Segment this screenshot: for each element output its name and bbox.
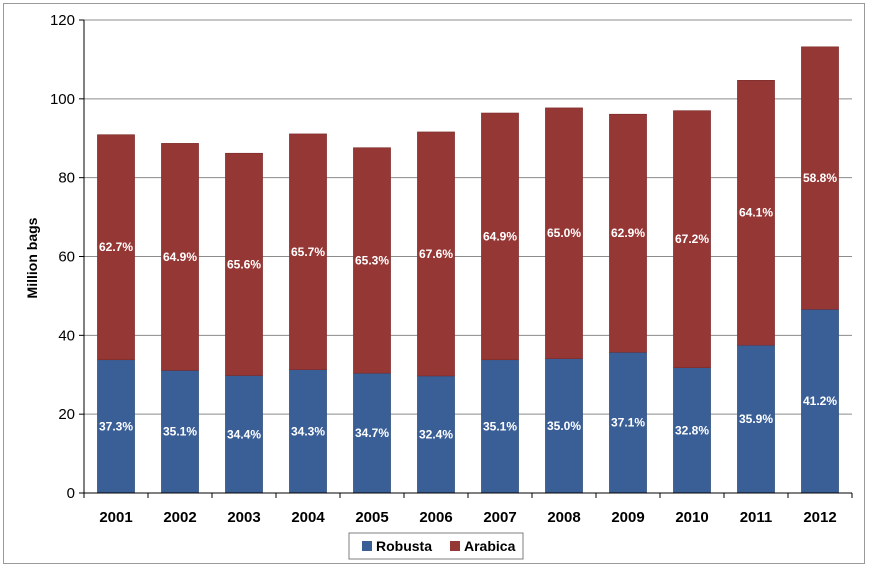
bar-robusta-2007	[481, 359, 519, 494]
bar-robusta-2004	[289, 369, 327, 494]
x-tick-label-2003: 2003	[227, 509, 260, 526]
y-tick-label-0: 0	[67, 485, 75, 502]
data-label-arabica-2010: 67.2%	[675, 232, 709, 246]
data-label-arabica-2009: 62.9%	[611, 226, 645, 240]
y-tick-label-120: 120	[50, 12, 75, 29]
x-tick-label-2004: 2004	[291, 509, 325, 526]
data-label-robusta-2009: 37.1%	[611, 416, 645, 430]
x-tick-label-2008: 2008	[547, 509, 580, 526]
bar-robusta-2001	[97, 359, 135, 494]
bar-arabica-2004	[289, 133, 327, 370]
y-tick-label-60: 60	[58, 249, 75, 266]
x-tick-label-2001: 2001	[99, 509, 132, 526]
data-label-arabica-2005: 65.3%	[355, 253, 389, 267]
x-tick-label-2002: 2002	[163, 509, 196, 526]
x-tick-label-2007: 2007	[483, 509, 516, 526]
legend: Robusta Arabica	[348, 532, 524, 560]
legend-box	[348, 532, 524, 560]
data-label-robusta-2011: 35.9%	[739, 412, 773, 426]
bar-arabica-2011	[737, 80, 775, 346]
y-tick-label-80: 80	[58, 170, 75, 187]
x-tick-label-2005: 2005	[355, 509, 388, 526]
data-label-robusta-2001: 37.3%	[99, 419, 133, 433]
bar-arabica-2006	[417, 131, 455, 377]
bar-arabica-2005	[353, 147, 391, 374]
data-label-robusta-2005: 34.7%	[355, 426, 389, 440]
legend-swatch-robusta	[362, 541, 372, 551]
legend-label-robusta: Robusta	[376, 538, 432, 554]
y-tick-label-20: 20	[58, 406, 75, 423]
bar-arabica-2003	[225, 152, 263, 376]
axes: 0 20 40 60 80 100 120 2001 2002 2003 2004 2005 2006 2…	[50, 12, 853, 526]
data-label-arabica-2006: 67.6%	[419, 247, 453, 261]
bar-arabica-2002	[161, 143, 199, 371]
data-label-robusta-2002: 35.1%	[163, 425, 197, 439]
legend-swatch-arabica	[450, 541, 460, 551]
data-label-arabica-2011: 64.1%	[739, 206, 773, 220]
x-tick-label-2006: 2006	[419, 509, 452, 526]
data-label-robusta-2007: 35.1%	[483, 419, 517, 433]
bar-robusta-2003	[225, 375, 263, 494]
data-label-robusta-2006: 32.4%	[419, 427, 453, 441]
data-label-robusta-2012: 41.2%	[803, 394, 837, 408]
data-label-arabica-2002: 64.9%	[163, 250, 197, 264]
data-label-arabica-2003: 65.6%	[227, 257, 261, 271]
data-label-arabica-2004: 65.7%	[291, 245, 325, 259]
legend-label-arabica: Arabica	[464, 538, 516, 554]
data-label-robusta-2008: 35.0%	[547, 419, 581, 433]
bar-arabica-2008	[545, 107, 583, 359]
x-tick-label-2010: 2010	[675, 509, 708, 526]
bar-arabica-2007	[481, 112, 519, 361]
bar-robusta-2005	[353, 372, 391, 494]
bar-robusta-2006	[417, 375, 455, 494]
data-label-robusta-2004: 34.3%	[291, 424, 325, 438]
bar-arabica-2012	[801, 46, 839, 310]
data-label-arabica-2001: 62.7%	[99, 240, 133, 254]
data-label-robusta-2010: 32.8%	[675, 423, 709, 437]
bar-arabica-2009	[609, 113, 647, 353]
bar-robusta-2011	[737, 344, 775, 494]
data-label-arabica-2008: 65.0%	[547, 226, 581, 240]
data-label-robusta-2003: 34.4%	[227, 427, 261, 441]
grid-lines	[84, 19, 852, 415]
x-tick-label-2012: 2012	[803, 509, 836, 526]
y-tick-label-40: 40	[58, 327, 75, 344]
bar-arabica-2001	[97, 134, 135, 361]
bar-robusta-2010	[673, 367, 711, 494]
x-tick-label-2011: 2011	[740, 509, 773, 526]
bar-robusta-2008	[545, 358, 583, 494]
bars	[97, 46, 839, 494]
y-tick-label-100: 100	[50, 91, 75, 108]
data-label-arabica-2007: 64.9%	[483, 229, 517, 243]
bar-arabica-2010	[673, 110, 711, 368]
data-label-arabica-2012: 58.8%	[803, 171, 837, 185]
x-tick-label-2009: 2009	[611, 509, 644, 526]
data-labels: 37.3% 62.7% 35.1% 64.9% 34.4% 65.6% 34.3% 65.7%…	[99, 171, 837, 441]
y-axis-label: Million bags	[24, 217, 40, 298]
